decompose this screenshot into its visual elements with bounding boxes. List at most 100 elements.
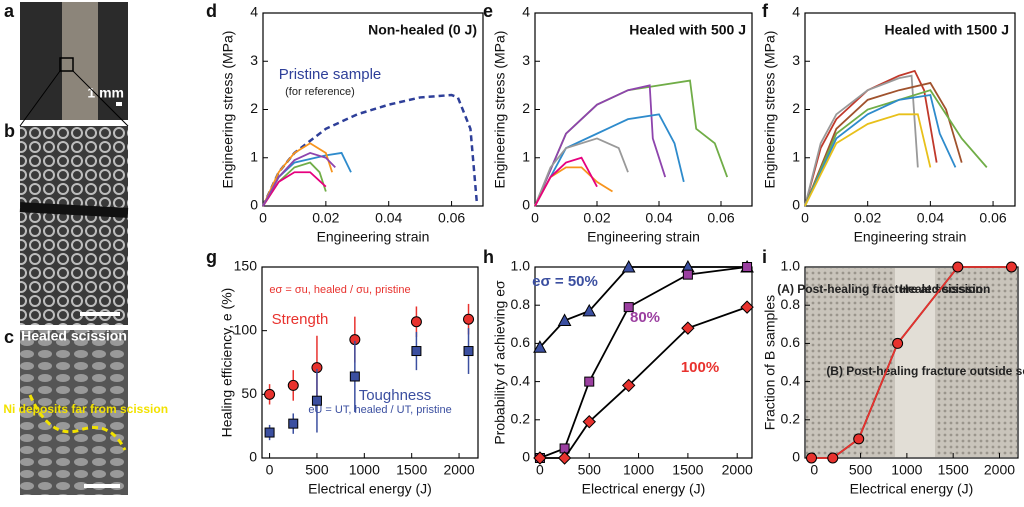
y-tick-label: 2 [522, 100, 530, 116]
axes-frame [534, 266, 753, 459]
marker [533, 340, 547, 353]
y-axis-label: Fraction of B samples [762, 295, 778, 430]
y-tick-label: 2 [250, 100, 258, 116]
panel-label: b [4, 121, 15, 141]
x-tick-label: 0.02 [312, 210, 339, 226]
series-label: 100% [681, 359, 719, 376]
marker [805, 452, 817, 464]
marker [892, 337, 904, 349]
marker [827, 452, 839, 464]
series-line [804, 81, 963, 207]
scission-band [895, 268, 935, 457]
zoom-line [19, 70, 61, 127]
marker [952, 261, 964, 273]
series-label: Strength [272, 311, 329, 328]
series-line [262, 142, 333, 207]
annotation: (for reference) [285, 86, 355, 98]
marker [853, 433, 865, 445]
series-line [261, 93, 478, 207]
x-tick-label: 2000 [722, 462, 753, 478]
chart-title: Healed with 1500 J [884, 22, 1009, 38]
y-tick-label: 4 [522, 4, 530, 20]
photo-b [20, 126, 128, 325]
series-line [804, 113, 932, 207]
panel-label: h [483, 247, 494, 267]
series-line [262, 171, 327, 207]
marker [621, 259, 636, 273]
marker [740, 300, 754, 314]
series-line [534, 137, 629, 207]
y-axis-label: Engineering stress (MPa) [762, 31, 778, 189]
marker [264, 388, 276, 400]
marker [1006, 261, 1018, 273]
y-axis-label: Engineering stress (MPa) [220, 31, 236, 189]
marker [681, 321, 695, 335]
series-label: Pristine sample [279, 66, 382, 83]
y-tick-label: 0 [250, 197, 258, 213]
y-tick-label: 0.2 [781, 411, 801, 427]
y-tick-label: 0 [522, 197, 530, 213]
x-tick-label: 0 [531, 210, 539, 226]
marker [311, 395, 322, 406]
y-tick-label: 100 [234, 321, 258, 337]
series-line [534, 156, 598, 207]
marker [621, 378, 636, 393]
marker [349, 371, 360, 382]
axes-frame [804, 12, 1016, 207]
y-tick-label: 0.4 [511, 372, 531, 388]
series-line [804, 94, 957, 207]
chart-title: Non-healed (0 J) [368, 22, 477, 38]
x-tick-label: 1000 [349, 462, 380, 478]
x-tick-label: 500 [849, 462, 873, 478]
y-axis-label: Engineering stress (MPa) [492, 31, 508, 189]
chart-title: Healed with 500 J [629, 22, 746, 38]
annotation: eσ = σu, healed / σu, pristine [269, 284, 410, 296]
panel-label: e [483, 1, 493, 21]
series-line [262, 151, 336, 207]
x-tick-label: 0 [266, 462, 274, 478]
panel-label: g [206, 247, 217, 267]
marker [682, 269, 693, 280]
axes-frame [261, 266, 479, 459]
y-tick-label: 0.8 [781, 296, 801, 312]
series-label: Toughness [359, 387, 432, 404]
x-tick-label: 0 [810, 462, 818, 478]
x-tick-label: 0.04 [375, 210, 402, 226]
x-tick-label: 1500 [396, 462, 427, 478]
y-tick-label: 4 [792, 4, 800, 20]
scale-label: 1 mm [87, 85, 124, 101]
x-tick-label: 0.02 [854, 210, 881, 226]
y-tick-label: 0 [792, 449, 800, 465]
marker [411, 346, 422, 357]
x-tick-label: 1500 [938, 462, 969, 478]
x-tick-label: 0 [536, 462, 544, 478]
series-line [804, 74, 919, 207]
annotation: (B) Post-healing fracture outside scissi… [826, 364, 1024, 378]
marker [264, 427, 275, 438]
x-tick-label: 0.02 [583, 210, 610, 226]
y-tick-label: 0 [522, 449, 530, 465]
y-tick-label: 1.0 [511, 258, 531, 274]
x-tick-label: 0.06 [979, 210, 1006, 226]
y-tick-label: 50 [241, 385, 257, 401]
x-tick-label: 1000 [623, 462, 654, 478]
y-tick-label: 0.4 [781, 372, 801, 388]
series-line [534, 166, 613, 207]
scale-bar [80, 312, 120, 316]
x-tick-label: 2000 [443, 462, 474, 478]
marker [288, 418, 299, 429]
marker [463, 313, 475, 325]
marker [742, 262, 753, 272]
y-tick-label: 1.0 [781, 258, 801, 274]
axes-frame [804, 266, 1019, 459]
x-tick-label: 0 [801, 210, 809, 226]
x-tick-label: 0.06 [707, 210, 734, 226]
x-axis-label: Electrical energy (J) [308, 481, 432, 497]
x-tick-label: 0.04 [917, 210, 944, 226]
boundary [28, 394, 127, 451]
scale-bar [116, 102, 122, 106]
zoom-box [59, 57, 74, 72]
x-axis-label: Engineering strain [317, 229, 430, 245]
y-tick-label: 3 [522, 52, 530, 68]
